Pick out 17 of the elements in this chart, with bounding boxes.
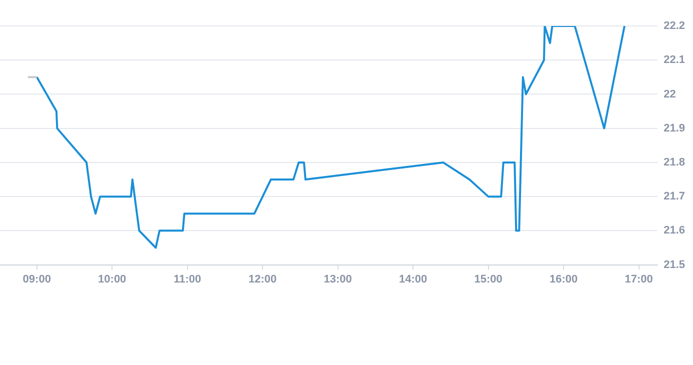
x-tick-label: 12:00 (248, 273, 277, 286)
y-tick-label: 22.1 (664, 54, 686, 66)
x-tick-label: 10:00 (98, 273, 126, 286)
x-tick-label: 09:00 (22, 273, 51, 286)
y-tick-label: 22 (664, 88, 676, 100)
y-tick-label: 21.7 (664, 190, 686, 203)
y-tick-label: 21.5 (664, 258, 686, 271)
y-tick-label: 21.9 (664, 122, 686, 134)
x-tick-label: 14:00 (398, 273, 428, 286)
x-tick-label: 17:00 (624, 273, 653, 286)
x-tick-label: 15:00 (474, 273, 502, 286)
y-tick-label: 22.2 (664, 20, 686, 32)
y-tick-label: 21.8 (664, 156, 686, 168)
x-tick-label: 16:00 (549, 273, 578, 286)
x-tick-label: 11:00 (174, 273, 202, 286)
x-tick-label: 13:00 (324, 273, 352, 286)
y-tick-label: 21.6 (664, 224, 686, 237)
